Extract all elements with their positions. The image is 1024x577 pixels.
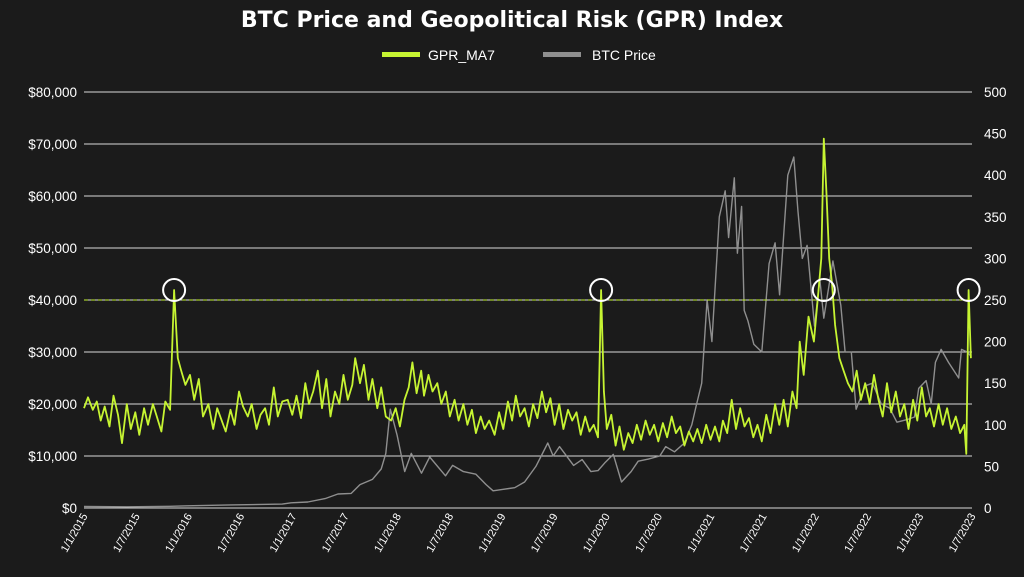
right-axis-tick-label: 50 bbox=[984, 459, 999, 474]
legend-label-btc: BTC Price bbox=[592, 47, 656, 63]
series-layer bbox=[83, 137, 972, 508]
right-axis-tick-label: 200 bbox=[984, 335, 1007, 350]
right-axis-ticks: 0 50 100 150 200 250 300 350 400 450 500 bbox=[984, 85, 1007, 516]
right-axis-tick-label: 250 bbox=[984, 293, 1007, 308]
left-axis-tick-label: $50,000 bbox=[28, 241, 77, 256]
right-axis-tick-label: 150 bbox=[984, 376, 1007, 391]
left-axis-tick-label: $60,000 bbox=[28, 189, 77, 204]
highlight-circle bbox=[589, 278, 614, 303]
left-axis-tick-label: $20,000 bbox=[28, 397, 77, 412]
legend-label-gpr: GPR_MA7 bbox=[428, 47, 495, 63]
left-axis-tick-label: $10,000 bbox=[28, 449, 77, 464]
left-axis-tick-label: $80,000 bbox=[28, 85, 77, 100]
chart-title: BTC Price and Geopolitical Risk (GPR) In… bbox=[241, 8, 783, 33]
right-axis-tick-label: 300 bbox=[984, 251, 1007, 266]
highlight-circle bbox=[162, 278, 187, 303]
right-axis-tick-label: 400 bbox=[984, 168, 1007, 183]
gpr-ma7-line bbox=[83, 137, 972, 455]
highlight-circle bbox=[811, 278, 836, 303]
legend-swatch-btc bbox=[543, 52, 581, 57]
left-axis-tick-label: $30,000 bbox=[28, 345, 77, 360]
left-axis-tick-label: $0 bbox=[62, 501, 77, 516]
annotations bbox=[84, 278, 981, 303]
left-axis-tick-label: $70,000 bbox=[28, 137, 77, 152]
right-axis-tick-label: 0 bbox=[984, 501, 992, 516]
left-axis-tick-label: $40,000 bbox=[28, 293, 77, 308]
highlight-circle bbox=[956, 278, 981, 303]
right-axis-tick-label: 500 bbox=[984, 85, 1007, 100]
legend-swatch-gpr bbox=[382, 52, 420, 57]
legend: GPR_MA7 BTC Price bbox=[382, 47, 656, 63]
left-axis-ticks: $0 $10,000 $20,000 $30,000 $40,000 $50,000 $60… bbox=[28, 85, 77, 516]
right-axis-tick-label: 350 bbox=[984, 210, 1007, 225]
right-axis-tick-label: 100 bbox=[984, 418, 1007, 433]
right-axis-tick-label: 450 bbox=[984, 127, 1007, 142]
